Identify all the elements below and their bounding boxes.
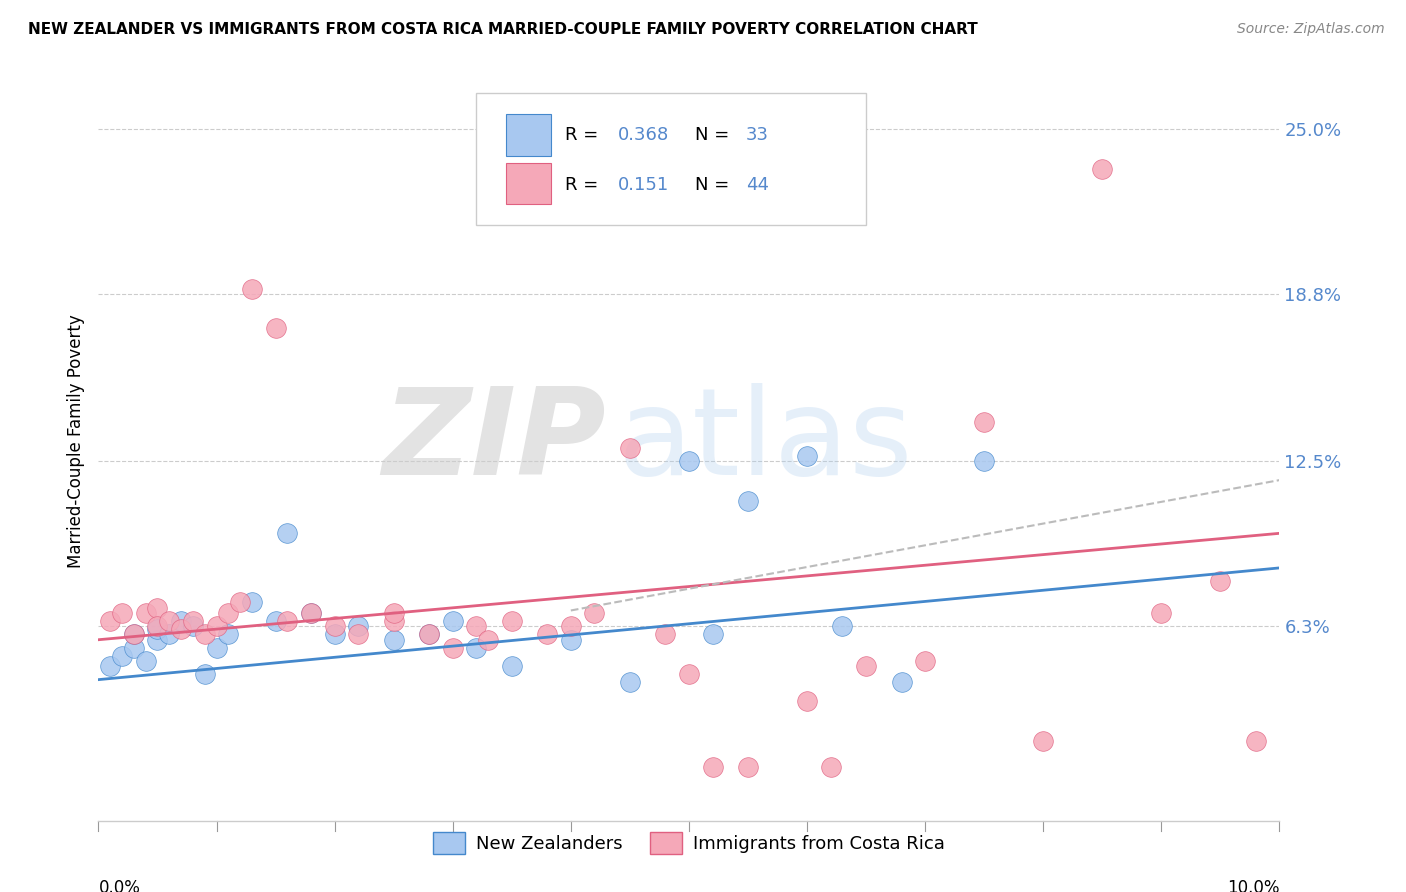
Point: [146, 622, 169, 636]
Point: [276, 526, 298, 541]
Text: ZIP: ZIP: [382, 383, 606, 500]
Point: [170, 622, 193, 636]
Point: [264, 614, 287, 628]
Text: 33: 33: [745, 127, 769, 145]
Point: [98, 614, 121, 628]
Point: [973, 415, 995, 429]
Point: [323, 619, 346, 633]
Point: [122, 627, 145, 641]
Point: [122, 640, 145, 655]
Point: [240, 282, 263, 296]
Point: [501, 614, 523, 628]
Point: [240, 595, 263, 609]
Point: [890, 675, 912, 690]
Point: [560, 619, 582, 633]
Point: [702, 760, 724, 774]
Point: [146, 632, 169, 647]
Legend: New Zealanders, Immigrants from Costa Rica: New Zealanders, Immigrants from Costa Ri…: [426, 824, 952, 861]
Point: [796, 694, 818, 708]
Point: [170, 614, 193, 628]
Point: [323, 627, 346, 641]
Point: [157, 627, 180, 641]
Point: [796, 449, 818, 463]
Point: [181, 619, 204, 633]
FancyBboxPatch shape: [477, 93, 866, 226]
Point: [229, 595, 252, 609]
FancyBboxPatch shape: [506, 114, 551, 156]
Point: [276, 614, 298, 628]
Point: [441, 640, 464, 655]
Point: [477, 632, 499, 647]
Point: [418, 627, 440, 641]
Point: [702, 627, 724, 641]
Text: 10.0%: 10.0%: [1227, 880, 1279, 892]
Point: [583, 606, 606, 620]
Point: [678, 454, 700, 468]
Point: [205, 640, 228, 655]
Point: [465, 640, 488, 655]
Point: [111, 648, 134, 663]
Point: [855, 659, 877, 673]
Point: [157, 614, 180, 628]
FancyBboxPatch shape: [506, 162, 551, 204]
Point: [654, 627, 676, 641]
Point: [98, 659, 121, 673]
Point: [678, 667, 700, 681]
Point: [135, 606, 157, 620]
Point: [560, 632, 582, 647]
Text: 0.368: 0.368: [619, 127, 669, 145]
Point: [217, 606, 239, 620]
Point: [619, 441, 641, 455]
Text: R =: R =: [565, 127, 605, 145]
Point: [737, 494, 759, 508]
Point: [536, 627, 558, 641]
Point: [146, 600, 169, 615]
Point: [146, 619, 169, 633]
Point: [264, 321, 287, 335]
Point: [111, 606, 134, 620]
Point: [418, 627, 440, 641]
Point: [347, 627, 370, 641]
Point: [1032, 734, 1054, 748]
Point: [501, 659, 523, 673]
Point: [205, 619, 228, 633]
Point: [737, 760, 759, 774]
Text: R =: R =: [565, 176, 610, 194]
Point: [441, 614, 464, 628]
Point: [382, 632, 405, 647]
Text: atlas: atlas: [619, 383, 914, 500]
Point: [135, 654, 157, 668]
Text: N =: N =: [695, 176, 735, 194]
Point: [194, 667, 217, 681]
Point: [299, 606, 322, 620]
Point: [1209, 574, 1232, 589]
Point: [1091, 161, 1114, 176]
Point: [1150, 606, 1173, 620]
Text: 44: 44: [745, 176, 769, 194]
Text: Source: ZipAtlas.com: Source: ZipAtlas.com: [1237, 22, 1385, 37]
Point: [122, 627, 145, 641]
Point: [382, 606, 405, 620]
Point: [973, 454, 995, 468]
Text: 0.151: 0.151: [619, 176, 669, 194]
Point: [347, 619, 370, 633]
Point: [181, 614, 204, 628]
Point: [299, 606, 322, 620]
Point: [914, 654, 936, 668]
Point: [831, 619, 853, 633]
Text: 0.0%: 0.0%: [98, 880, 141, 892]
Point: [820, 760, 842, 774]
Point: [465, 619, 488, 633]
Point: [1244, 734, 1267, 748]
Text: N =: N =: [695, 127, 735, 145]
Text: NEW ZEALANDER VS IMMIGRANTS FROM COSTA RICA MARRIED-COUPLE FAMILY POVERTY CORREL: NEW ZEALANDER VS IMMIGRANTS FROM COSTA R…: [28, 22, 977, 37]
Y-axis label: Married-Couple Family Poverty: Married-Couple Family Poverty: [66, 315, 84, 568]
Point: [217, 627, 239, 641]
Point: [382, 614, 405, 628]
Point: [619, 675, 641, 690]
Point: [194, 627, 217, 641]
